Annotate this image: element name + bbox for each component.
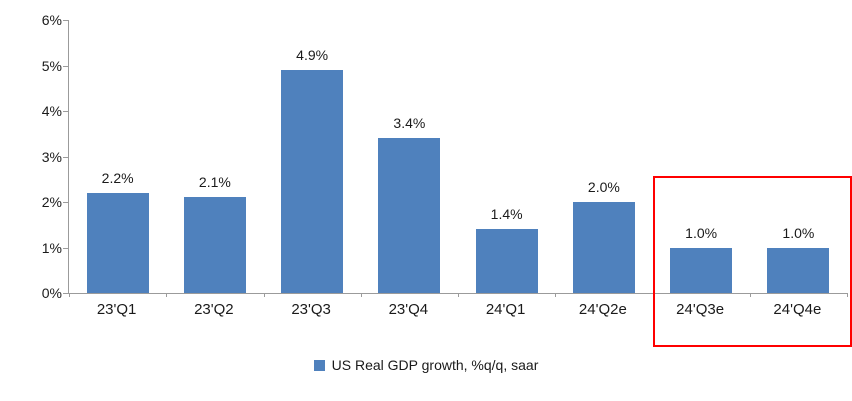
y-tick-mark — [63, 202, 68, 203]
bar-column: 3.4% — [361, 20, 458, 293]
bar-value-label: 3.4% — [393, 115, 426, 132]
bar — [572, 202, 635, 293]
bar-column: 1.0% — [750, 20, 847, 293]
bar-column: 4.9% — [264, 20, 361, 293]
plot-area: 2.2% 2.1% 4.9% 3.4% 1.4% 2.0% 1.0% 1.0% — [68, 20, 848, 297]
bar — [475, 229, 538, 293]
bar — [281, 70, 344, 293]
x-tick-mark — [847, 293, 848, 297]
bar — [670, 247, 733, 293]
y-tick-label: 2% — [41, 194, 62, 210]
bar — [767, 247, 830, 293]
y-tick-label: 1% — [41, 239, 62, 256]
bar-value-label: 2.2% — [101, 169, 134, 186]
y-tick-mark — [63, 293, 68, 294]
bar-column: 2.2% — [69, 20, 166, 293]
y-tick-label: 4% — [41, 103, 62, 119]
bar-column: 1.4% — [458, 20, 555, 293]
y-tick-label: 6% — [41, 12, 62, 28]
chart-legend: US Real GDP growth, %q/q, saar — [0, 357, 852, 373]
legend-swatch — [313, 359, 325, 371]
x-tick-label: 23'Q3 — [291, 301, 331, 318]
bar-value-label: 1.0% — [782, 224, 815, 241]
bar-value-label: 1.4% — [490, 206, 523, 223]
y-tick-mark — [63, 65, 68, 67]
bars-container: 2.2% 2.1% 4.9% 3.4% 1.4% 2.0% 1.0% 1.0% — [69, 20, 847, 293]
x-tick-mark — [652, 293, 654, 297]
x-tick-mark — [749, 293, 751, 297]
x-tick-label: 24'Q2e — [578, 301, 627, 318]
y-tick-label: 3% — [41, 148, 62, 165]
bar — [86, 192, 149, 293]
y-tick-mark — [63, 111, 68, 112]
bar-value-label: 2.1% — [198, 174, 231, 191]
bar — [378, 138, 441, 293]
bar-value-label: 2.0% — [587, 179, 620, 196]
x-tick-mark — [263, 293, 265, 297]
x-tick-label: 23'Q4 — [388, 301, 429, 318]
x-tick-label: 24'Q3e — [676, 301, 725, 318]
x-tick-mark — [458, 293, 459, 297]
legend-label: US Real GDP growth, %q/q, saar — [331, 357, 539, 373]
y-tick-mark — [63, 247, 68, 249]
bar-value-label: 4.9% — [296, 47, 329, 64]
y-tick-label: 5% — [41, 57, 62, 74]
bar-column: 1.0% — [653, 20, 750, 293]
bar — [183, 197, 246, 293]
x-tick-mark — [360, 293, 362, 297]
bar-column: 2.1% — [166, 20, 263, 293]
x-tick-mark — [166, 293, 168, 297]
x-tick-label: 23'Q1 — [96, 301, 137, 318]
x-tick-label: 23'Q2 — [194, 301, 234, 318]
x-tick-mark — [69, 293, 70, 297]
bar-value-label: 1.0% — [685, 224, 718, 241]
y-tick-label: 0% — [41, 285, 62, 301]
x-tick-label: 24'Q4e — [773, 301, 822, 318]
y-tick-mark — [63, 156, 68, 158]
x-tick-mark — [555, 293, 557, 297]
x-axis-labels: 23'Q1 23'Q2 23'Q3 23'Q4 24'Q1 24'Q2e 24'Q3e 24'… — [68, 301, 846, 318]
x-tick-label: 24'Q1 — [485, 301, 526, 318]
bar-column: 2.0% — [555, 20, 652, 293]
y-tick-mark — [63, 20, 68, 21]
